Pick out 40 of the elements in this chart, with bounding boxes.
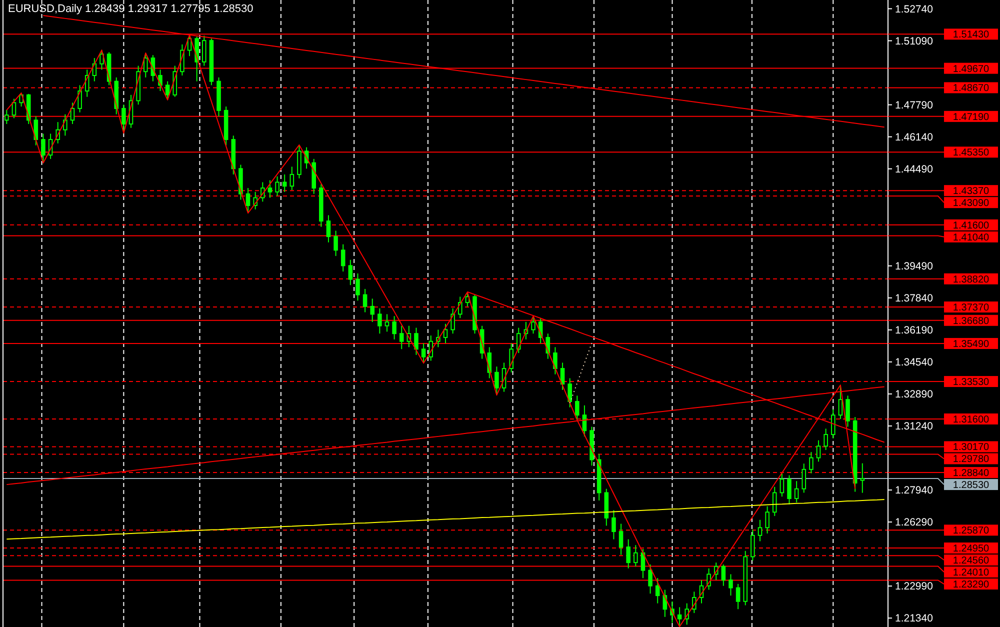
ref-line-label: 1.30170 [952,442,990,454]
ref-line-label: 1.35490 [952,338,990,350]
ref-line-label: 1.24010 [952,568,990,579]
y-tick-label: 1.21340 [895,612,934,625]
y-tick-label: 1.32890 [895,388,934,401]
ref-line-label: 1.48670 [952,83,990,94]
ref-line-label: 1.28530 [952,480,990,492]
y-tick-label: 1.31240 [895,420,934,433]
y-tick-label: 1.44490 [895,164,934,176]
y-tick-label: 1.37840 [895,292,934,305]
ref-line-label: 1.41040 [952,232,990,244]
ref-line-label: 1.31600 [952,414,990,426]
ref-line-label: 1.23290 [952,580,990,591]
y-tick-label: 1.46140 [895,131,934,144]
y-tick-label: 1.22990 [895,580,934,593]
ref-line-label: 1.33530 [952,377,990,388]
y-tick-label: 1.47790 [895,99,934,112]
ref-line-label: 1.37370 [952,302,990,314]
y-tick-label: 1.39490 [895,260,934,273]
ref-line-label: 1.41600 [952,220,990,232]
ref-line-label: 1.24560 [952,556,990,567]
ref-line-label: 1.47190 [952,112,990,123]
y-tick-label: 1.27940 [895,484,934,497]
ref-line-label: 1.36680 [952,316,990,327]
y-tick-label: 1.36190 [895,324,934,337]
ref-line-label: 1.38820 [952,274,990,286]
ref-line-label: 1.28840 [952,468,990,480]
ref-line-label: 1.43090 [952,198,990,210]
ref-line-label: 1.43370 [952,186,990,198]
ref-line-label: 1.25870 [952,526,990,537]
y-tick-label: 1.34540 [895,356,934,369]
ref-line-label: 1.49670 [952,64,990,75]
y-tick-label: 1.51090 [895,35,934,48]
ref-line-label: 1.24950 [952,544,990,555]
ref-line-label: 1.51430 [952,30,990,41]
ref-line-label: 1.29780 [952,454,990,466]
ref-line-label: 1.45350 [952,148,990,159]
chart-title: EURUSD,Daily 1.28439 1.29317 1.27795 1.28530 [8,3,254,15]
y-tick-label: 1.52740 [895,3,934,16]
y-tick-label: 1.26290 [895,516,934,529]
